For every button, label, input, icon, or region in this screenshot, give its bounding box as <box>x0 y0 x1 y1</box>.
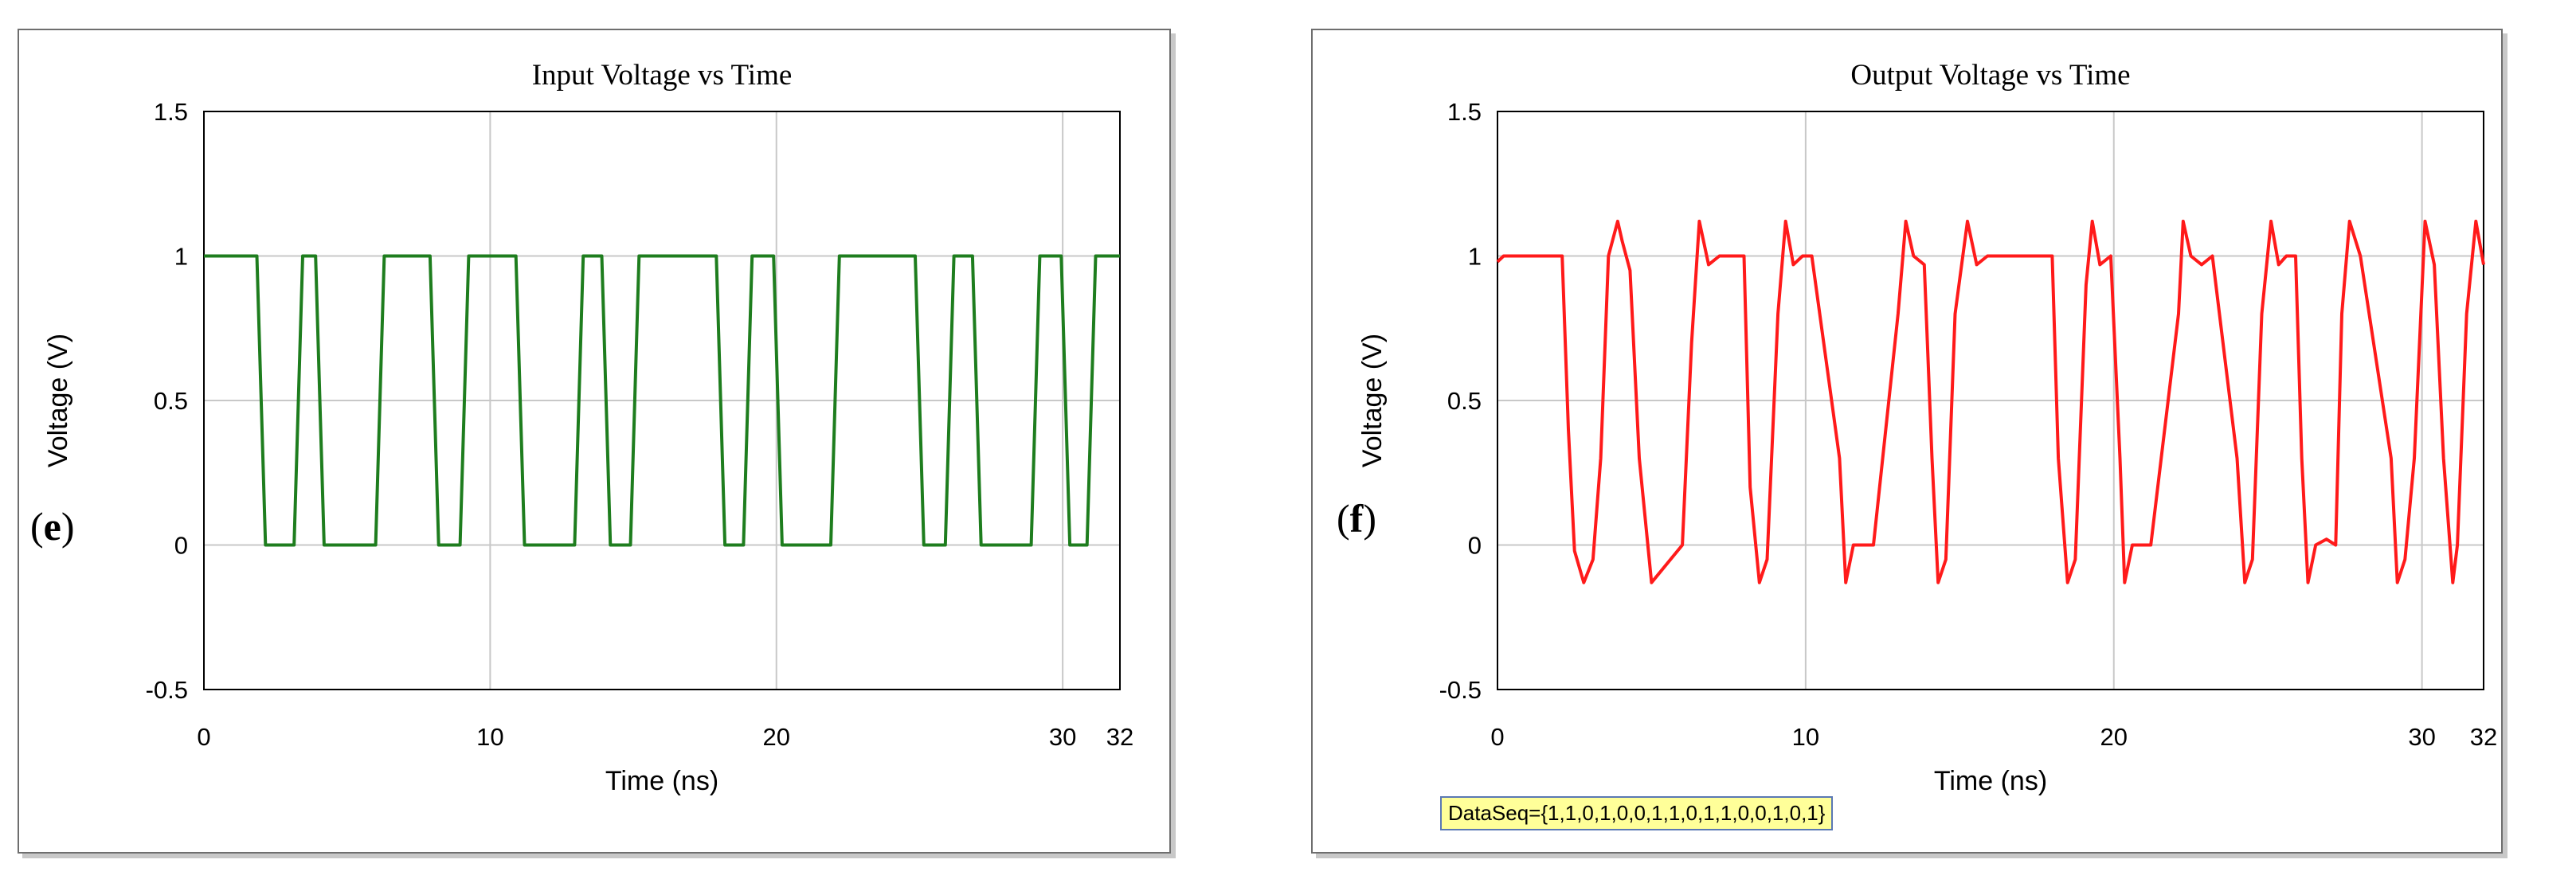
y-tick-label: 1.5 <box>154 98 188 126</box>
x-axis-label: Time (ns) <box>1934 766 2047 796</box>
y-axis-label: Voltage (V) <box>1357 334 1388 467</box>
chart-panel-input: Input Voltage vs Time -0.5 0 0.5 1 1.5 0 10 20 30… <box>18 29 1171 854</box>
chart-title: Input Voltage vs Time <box>532 59 793 92</box>
y-tick-label: 0.5 <box>1447 387 1482 415</box>
y-axis-label: Voltage (V) <box>43 334 73 467</box>
x-axis-label: Time (ns) <box>605 766 718 796</box>
y-tick-label: 0 <box>1468 532 1482 560</box>
chart-panel-output: Output Voltage vs Time -0.5 0 0.5 1 1.5 0 10 20 3… <box>1311 29 2503 854</box>
x-tick-label: 0 <box>197 723 210 751</box>
x-tick-label: 10 <box>476 723 503 751</box>
panel-label: (f) <box>1337 496 1376 541</box>
series-line <box>1496 219 2485 584</box>
y-tick-label: -0.5 <box>1439 676 1482 704</box>
plot-area-frame <box>203 111 1121 690</box>
panel-label: (e) <box>30 504 75 549</box>
y-tick-label: 1 <box>174 243 188 271</box>
x-tick-label: 20 <box>2100 723 2128 751</box>
x-tick-label: 20 <box>763 723 790 751</box>
series-line <box>204 254 1120 547</box>
x-tick-label: 30 <box>2408 723 2435 751</box>
input-voltage-chart: Input Voltage vs Time -0.5 0 0.5 1 1.5 0 10 20 30… <box>30 59 1133 796</box>
y-tick-label: -0.5 <box>146 676 188 704</box>
x-tick-label: 32 <box>2470 723 2497 751</box>
y-tick-label: 0 <box>174 532 188 560</box>
data-sequence-annotation: DataSeq={1,1,0,1,0,0,1,1,0,1,1,0,0,1,0,1… <box>1440 796 1834 830</box>
y-tick-label: 1 <box>1468 243 1482 271</box>
x-tick-label: 32 <box>1106 723 1133 751</box>
x-tick-label: 0 <box>1490 723 1504 751</box>
x-tick-label: 30 <box>1049 723 1076 751</box>
chart-title: Output Voltage vs Time <box>1850 59 2130 92</box>
output-voltage-chart: Output Voltage vs Time -0.5 0 0.5 1 1.5 0 10 20 3… <box>1337 59 2497 796</box>
x-tick-label: 10 <box>1792 723 1819 751</box>
y-tick-label: 1.5 <box>1447 98 1482 126</box>
y-tick-label: 0.5 <box>154 387 188 415</box>
plot-area-frame <box>1497 111 2484 690</box>
